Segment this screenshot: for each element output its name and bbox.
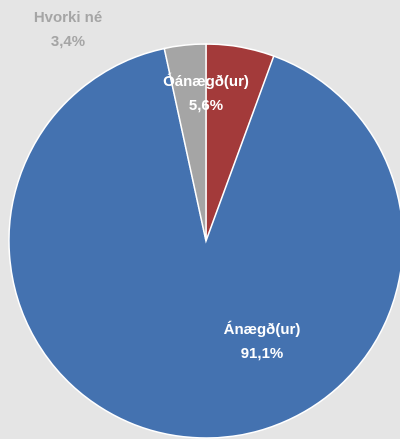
slice-label: Hvorki né [34,9,102,26]
value-label: 3,4% [51,33,85,50]
pie-slice [8,47,400,439]
pie-slice [163,43,207,242]
slice-label: Óánægð(ur) [163,72,249,90]
value-label: 5,6% [189,97,223,114]
slice-label: Ánægð(ur) [224,321,301,338]
value-label: 91,1% [241,345,284,362]
